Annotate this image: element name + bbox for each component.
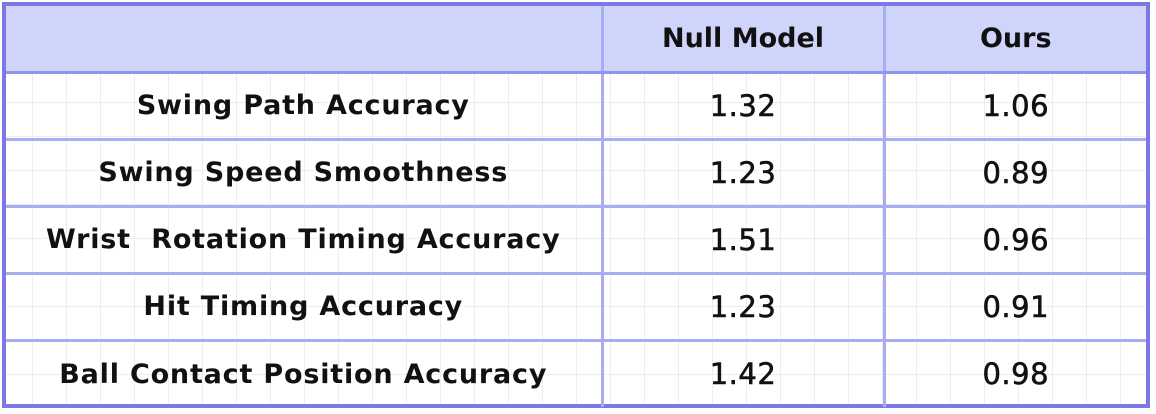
metric-label: Ball Contact Position Accuracy [6, 340, 604, 407]
header-metric [6, 6, 604, 74]
metric-label: Swing Path Accuracy [6, 72, 604, 141]
metric-label: Wrist Rotation Timing Accuracy [6, 206, 604, 275]
ours-value: 0.89 [884, 139, 1146, 208]
comparison-table-container: Null Model Ours Swing Path Accuracy 1.32… [2, 2, 1150, 408]
header-row: Null Model Ours [6, 6, 1146, 74]
ours-value: 1.06 [884, 72, 1146, 141]
table-row: Ball Contact Position Accuracy 1.42 0.98 [6, 340, 1146, 407]
null-model-value: 1.23 [602, 273, 886, 342]
comparison-table: Null Model Ours Swing Path Accuracy 1.32… [6, 6, 1146, 407]
metric-label: Hit Timing Accuracy [6, 273, 604, 342]
null-model-value: 1.32 [602, 72, 886, 141]
ours-value: 0.98 [982, 357, 1050, 392]
metric-label: Swing Speed Smoothness [6, 139, 604, 208]
ours-value: 0.91 [884, 273, 1146, 342]
null-model-value: 1.23 [602, 139, 886, 208]
table-row: Swing Path Accuracy 1.32 1.06 [6, 72, 1146, 141]
null-model-value: 1.42 [602, 340, 886, 407]
null-model-value: 1.51 [602, 206, 886, 275]
table-row: Swing Speed Smoothness 1.23 0.89 [6, 139, 1146, 208]
table-row: Wrist Rotation Timing Accuracy 1.51 0.96 [6, 206, 1146, 275]
table-row: Hit Timing Accuracy 1.23 0.91 [6, 273, 1146, 342]
ours-value: 0.96 [884, 206, 1146, 275]
header-null-model: Null Model [602, 6, 886, 74]
header-ours: Ours [884, 6, 1146, 74]
